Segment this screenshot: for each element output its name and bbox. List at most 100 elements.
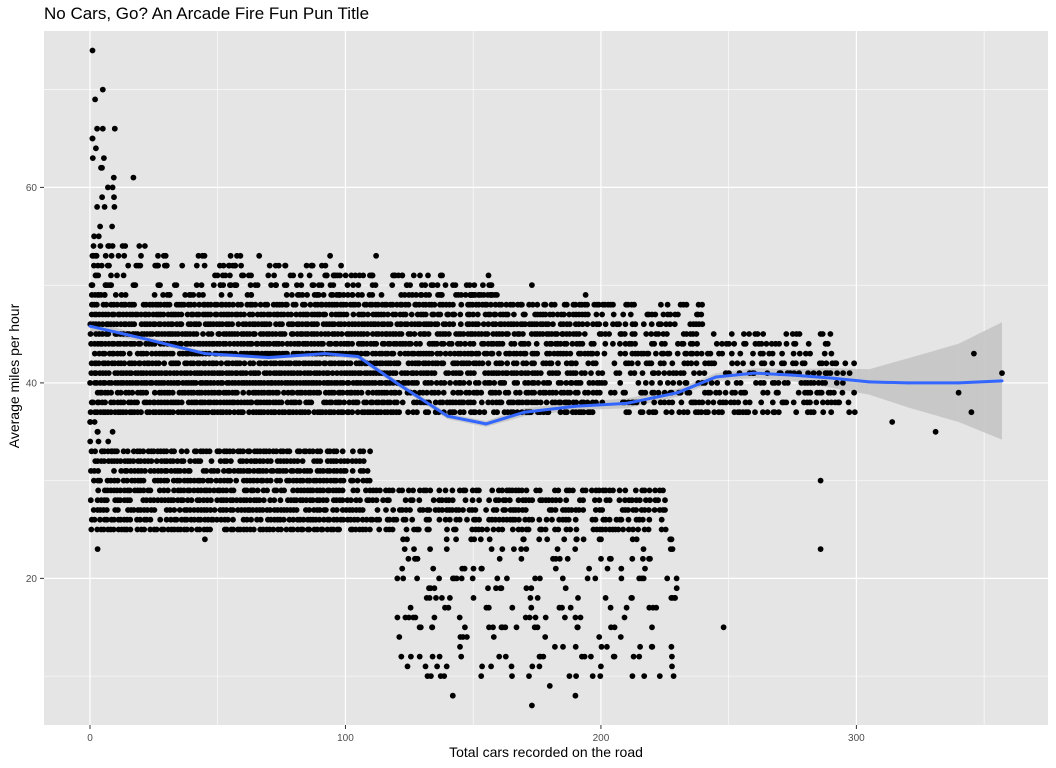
- data-point: [553, 497, 559, 504]
- data-point: [187, 292, 194, 298]
- x-tick-label: 100: [337, 733, 354, 744]
- data-point: [426, 526, 432, 533]
- data-point: [248, 399, 255, 406]
- data-point: [636, 497, 643, 504]
- data-point: [150, 497, 157, 504]
- data-point: [492, 292, 498, 298]
- data-point: [683, 380, 690, 386]
- data-point: [429, 624, 436, 631]
- data-point: [250, 360, 257, 367]
- data-point: [344, 282, 351, 288]
- data-point: [437, 272, 444, 279]
- data-point: [89, 282, 96, 288]
- data-point: [652, 487, 658, 494]
- data-point: [241, 311, 248, 318]
- data-point: [91, 516, 98, 523]
- data-point: [95, 487, 102, 494]
- data-point: [226, 340, 233, 347]
- data-point: [256, 497, 263, 504]
- data-point: [328, 399, 335, 406]
- data-point: [839, 389, 846, 396]
- data-point: [733, 380, 740, 386]
- data-point: [300, 477, 306, 484]
- data-point: [163, 262, 170, 269]
- data-point: [489, 487, 496, 494]
- data-point: [511, 546, 517, 552]
- data-point: [494, 575, 501, 582]
- data-point: [823, 360, 830, 367]
- data-point: [350, 311, 357, 318]
- data-point: [250, 487, 257, 494]
- data-point: [246, 448, 253, 455]
- data-point: [431, 614, 438, 621]
- data-point: [386, 516, 393, 523]
- data-point: [563, 301, 570, 308]
- data-point: [817, 331, 824, 337]
- data-point: [115, 507, 121, 513]
- data-point: [488, 663, 494, 670]
- data-point: [550, 321, 556, 328]
- data-point: [165, 487, 171, 494]
- data-point: [94, 428, 101, 435]
- data-point: [394, 614, 401, 621]
- data-point: [536, 663, 543, 670]
- data-point: [710, 399, 717, 406]
- data-point: [694, 350, 700, 357]
- data-point: [273, 487, 280, 494]
- data-point: [502, 653, 509, 660]
- data-point: [588, 653, 594, 660]
- data-point: [411, 350, 417, 357]
- data-point: [576, 331, 582, 337]
- data-point: [821, 350, 828, 357]
- data-point: [216, 448, 223, 455]
- data-point: [246, 389, 252, 396]
- data-point: [710, 331, 717, 337]
- data-point: [283, 468, 289, 474]
- data-point: [200, 331, 206, 337]
- data-point: [639, 370, 646, 376]
- data-point: [188, 497, 195, 504]
- data-point: [91, 233, 97, 240]
- data-point: [434, 321, 441, 328]
- data-point: [522, 614, 529, 621]
- data-point: [594, 350, 601, 357]
- data-point: [428, 673, 434, 679]
- data-point: [643, 331, 650, 337]
- data-point: [646, 487, 653, 494]
- data-point: [635, 380, 642, 386]
- data-point: [369, 292, 376, 298]
- data-point: [567, 604, 574, 611]
- data-point: [208, 497, 214, 504]
- data-point: [363, 516, 370, 523]
- data-point: [711, 360, 718, 367]
- data-point: [819, 360, 825, 367]
- data-point: [404, 536, 410, 543]
- data-point: [573, 526, 580, 533]
- data-point: [693, 331, 700, 337]
- data-point: [664, 575, 671, 582]
- data-point: [688, 360, 695, 367]
- data-point: [111, 194, 117, 201]
- data-point: [513, 624, 520, 631]
- data-point: [479, 360, 486, 367]
- data-point: [527, 595, 534, 601]
- data-point: [105, 370, 112, 376]
- data-point: [651, 340, 658, 347]
- data-point: [290, 321, 296, 328]
- data-point: [404, 321, 411, 328]
- data-point: [260, 497, 267, 504]
- data-point: [656, 673, 663, 679]
- data-point: [698, 350, 705, 357]
- data-point: [363, 340, 370, 347]
- data-point: [241, 360, 248, 367]
- data-point: [476, 516, 482, 523]
- data-point: [366, 477, 373, 484]
- data-point: [240, 272, 247, 279]
- data-point: [485, 360, 492, 367]
- data-point: [308, 399, 315, 406]
- data-point: [181, 301, 187, 308]
- data-point: [671, 321, 678, 328]
- data-point: [617, 340, 623, 347]
- data-point: [260, 477, 266, 484]
- data-point: [320, 292, 327, 298]
